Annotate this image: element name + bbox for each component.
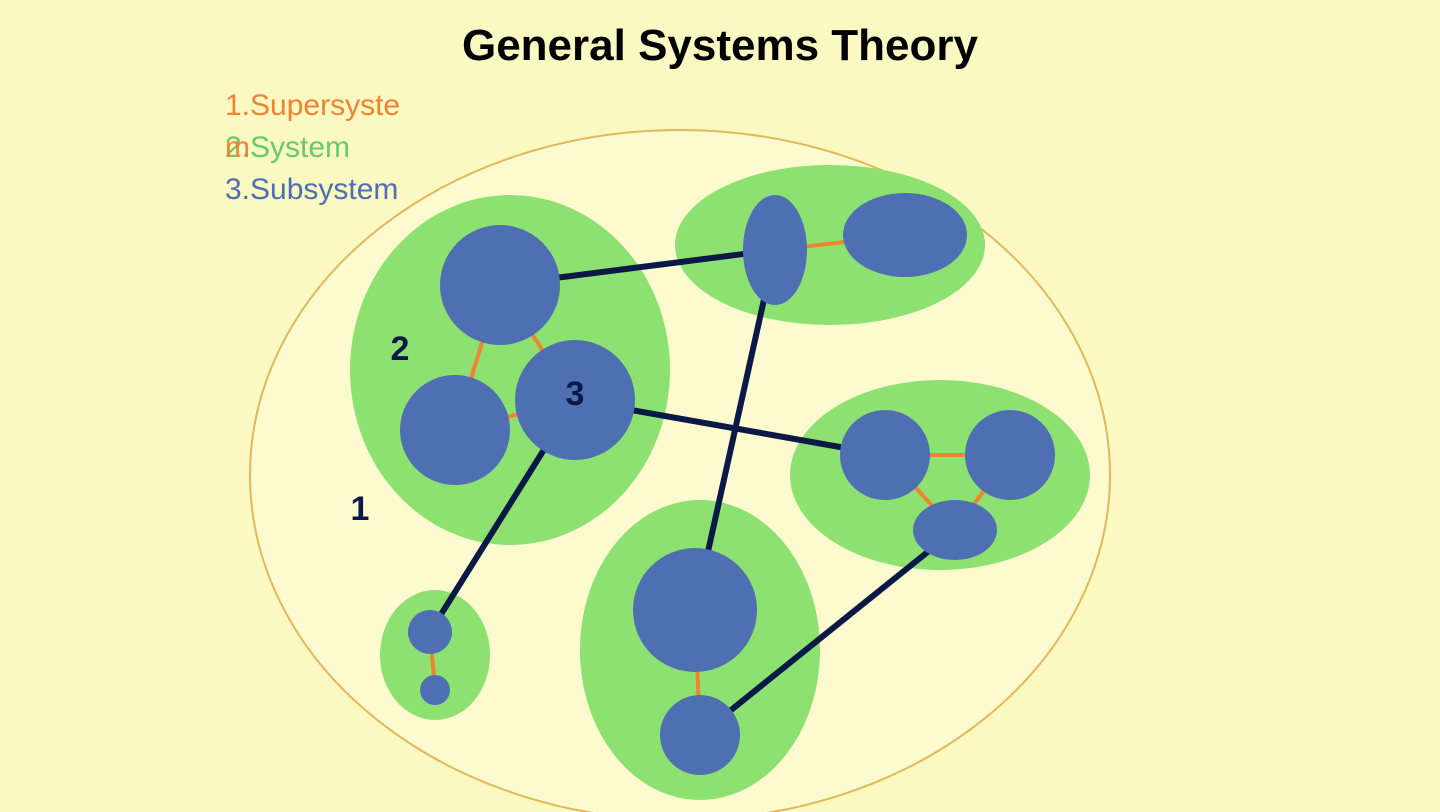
subsystem-node-E1	[408, 610, 452, 654]
subsystem-node-A1	[440, 225, 560, 345]
subsystem-node-C3	[913, 500, 997, 560]
subsystem-node-D2	[660, 695, 740, 775]
legend-item-2: 3.Subsystem	[225, 173, 398, 206]
subsystem-node-C2	[965, 410, 1055, 500]
subsystem-node-A2	[400, 375, 510, 485]
subsystem-node-E2	[420, 675, 450, 705]
legend-item-0: 1.Supersyste	[225, 89, 400, 122]
diagram-label-2: 2	[391, 330, 410, 368]
diagram-label-3: 3	[566, 375, 585, 413]
systems-diagram: 123General Systems Theory1.Supersyste2.S…	[0, 0, 1440, 812]
subsystem-node-B1	[743, 195, 807, 305]
subsystem-node-C1	[840, 410, 930, 500]
diagram-label-1: 1	[351, 490, 370, 528]
subsystem-node-B2	[843, 193, 967, 277]
legend-overflow-m: m	[225, 131, 250, 164]
subsystem-node-D1	[633, 548, 757, 672]
page-title: General Systems Theory	[462, 21, 979, 70]
diagram-stage: 123General Systems Theory1.Supersyste2.S…	[0, 0, 1440, 812]
